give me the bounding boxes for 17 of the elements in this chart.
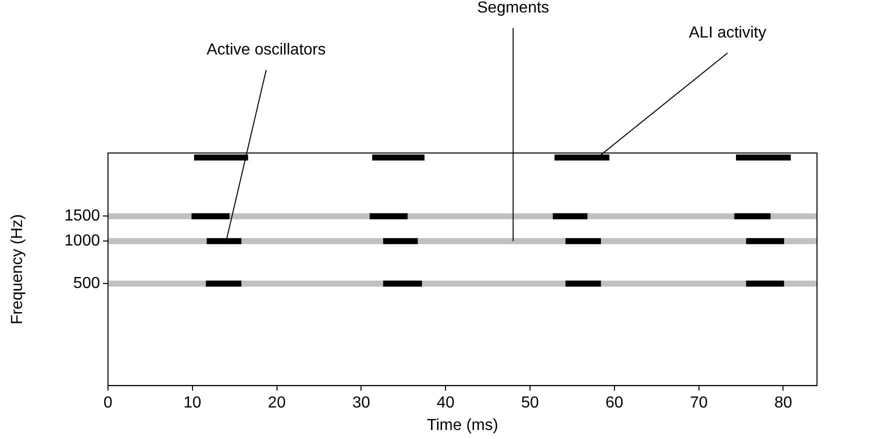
y-tick-label: 1000 [64,232,100,250]
y-axis-title: Frequency (Hz) [9,214,26,324]
x-tick-label: 10 [184,394,202,412]
annotation: Segments [477,0,550,16]
x-tick-label: 70 [690,394,708,412]
y-tick-label: 1500 [64,208,100,225]
x-tick-label: 80 [774,394,792,412]
x-tick-label: 0 [104,394,113,412]
y-tick-label: 500 [73,275,100,292]
x-tick-label: 20 [268,394,286,412]
x-tick-label: 30 [352,394,370,412]
x-tick-label: 60 [606,394,624,412]
x-tick-label: 50 [521,394,540,412]
annotation: Active oscillators [206,41,326,58]
annotation: ALI activity [688,24,766,42]
x-tick-label: 40 [436,394,455,412]
x-axis-title: Time (ms) [426,416,498,434]
